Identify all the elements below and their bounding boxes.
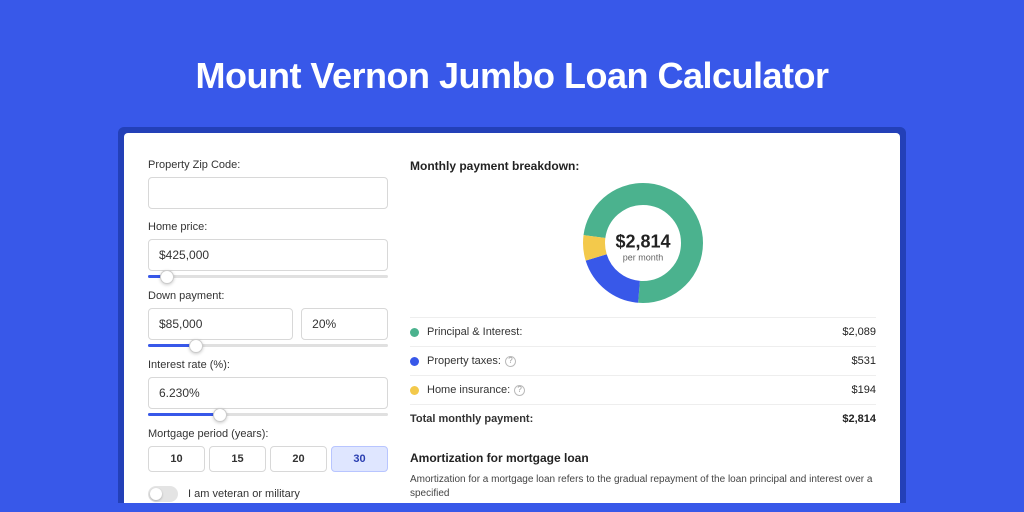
breakdown-title: Monthly payment breakdown: (410, 159, 876, 173)
down-amount-input[interactable] (148, 308, 293, 340)
breakdown-row: Principal & Interest:$2,089 (410, 317, 876, 346)
period-field: Mortgage period (years): 10152030 (148, 428, 388, 472)
breakdown-row: Home insurance: ?$194 (410, 375, 876, 404)
amort-title: Amortization for mortgage loan (410, 451, 876, 465)
total-value: $2,814 (842, 413, 876, 425)
breakdown-column: Monthly payment breakdown: $2,814 per mo… (410, 159, 876, 503)
card-shadow: Property Zip Code: Home price: Down paym… (118, 127, 906, 503)
donut-sub: per month (615, 253, 670, 263)
period-label: Mortgage period (years): (148, 428, 388, 440)
rate-field: Interest rate (%): (148, 359, 388, 416)
veteran-toggle[interactable] (148, 486, 178, 502)
down-label: Down payment: (148, 290, 388, 302)
breakdown-value: $531 (852, 355, 876, 367)
toggle-knob (150, 488, 162, 500)
zip-label: Property Zip Code: (148, 159, 388, 171)
breakdown-total-row: Total monthly payment: $2,814 (410, 404, 876, 433)
info-icon[interactable]: ? (505, 356, 516, 367)
form-column: Property Zip Code: Home price: Down paym… (148, 159, 388, 503)
breakdown-value: $194 (852, 384, 876, 396)
donut-amount: $2,814 (615, 232, 670, 253)
breakdown-label: Property taxes: ? (427, 355, 852, 367)
donut-chart: $2,814 per month (410, 177, 876, 317)
page-title: Mount Vernon Jumbo Loan Calculator (195, 55, 828, 97)
breakdown-value: $2,089 (842, 326, 876, 338)
period-btn-20[interactable]: 20 (270, 446, 327, 472)
down-pct-input[interactable] (301, 308, 388, 340)
down-slider[interactable] (148, 344, 388, 347)
zip-input[interactable] (148, 177, 388, 209)
breakdown-label: Home insurance: ? (427, 384, 852, 396)
period-btn-30[interactable]: 30 (331, 446, 388, 472)
price-field: Home price: (148, 221, 388, 278)
veteran-row: I am veteran or military (148, 486, 388, 502)
calculator-card: Property Zip Code: Home price: Down paym… (124, 133, 900, 503)
total-label: Total monthly payment: (410, 413, 842, 425)
rate-label: Interest rate (%): (148, 359, 388, 371)
info-icon[interactable]: ? (514, 385, 525, 396)
legend-dot (410, 328, 419, 337)
price-input[interactable] (148, 239, 388, 271)
legend-dot (410, 386, 419, 395)
zip-field: Property Zip Code: (148, 159, 388, 209)
rate-slider[interactable] (148, 413, 388, 416)
price-slider[interactable] (148, 275, 388, 278)
rate-input[interactable] (148, 377, 388, 409)
donut-center: $2,814 per month (615, 232, 670, 263)
period-btn-15[interactable]: 15 (209, 446, 266, 472)
veteran-label: I am veteran or military (188, 488, 300, 500)
period-btn-10[interactable]: 10 (148, 446, 205, 472)
breakdown-label: Principal & Interest: (427, 326, 842, 338)
breakdown-row: Property taxes: ?$531 (410, 346, 876, 375)
legend-dot (410, 357, 419, 366)
amort-text: Amortization for a mortgage loan refers … (410, 473, 876, 501)
down-field: Down payment: (148, 290, 388, 347)
price-label: Home price: (148, 221, 388, 233)
